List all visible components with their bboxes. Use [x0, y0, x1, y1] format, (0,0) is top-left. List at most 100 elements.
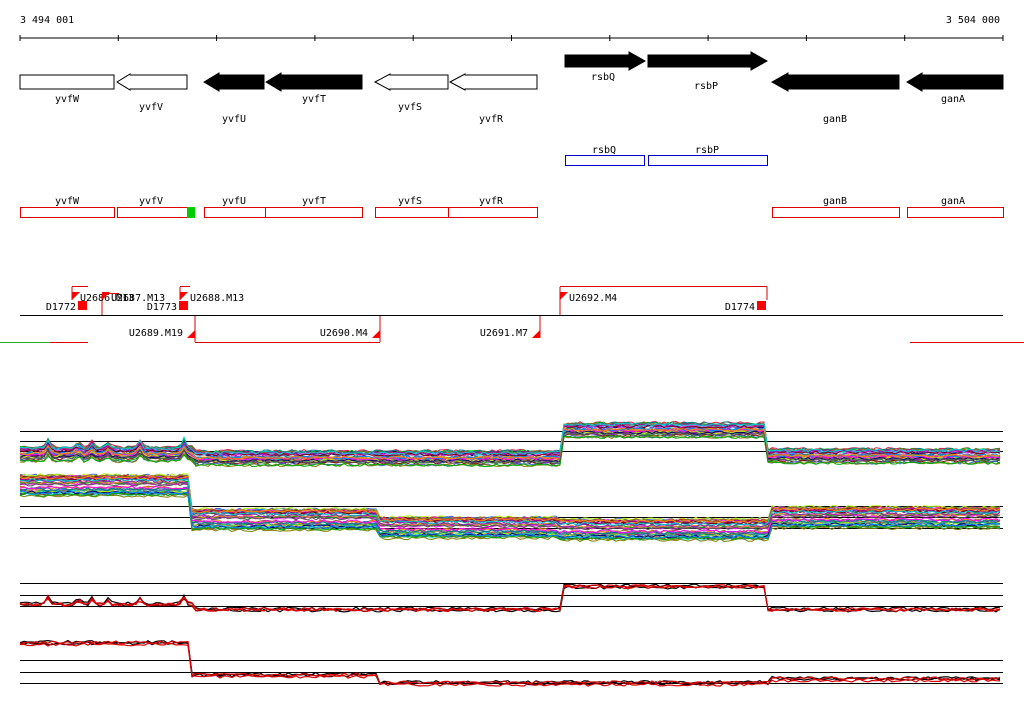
- red-box-ganB[interactable]: ganB: [772, 196, 900, 218]
- gene-yvfV[interactable]: yvfV: [116, 73, 188, 113]
- gene-arrow: [906, 72, 1004, 92]
- tu-marker: [180, 292, 188, 300]
- expression-trace: [19, 427, 1001, 460]
- gene-label: yvfV: [139, 102, 163, 113]
- blue-box-rsbQ[interactable]: rsbQ: [565, 145, 645, 166]
- red-box-label: yvfR: [479, 196, 504, 207]
- gene-arrow: [647, 51, 769, 71]
- tu-label: U2691.M7: [480, 328, 528, 339]
- expression-trace: [19, 639, 1001, 685]
- expression-trace: [19, 477, 1001, 526]
- tu-marker: [179, 301, 188, 310]
- gene-rsbP[interactable]: rsbP: [647, 51, 769, 92]
- gene-yvfT[interactable]: yvfT: [265, 72, 363, 105]
- average-traces: [19, 639, 1001, 687]
- tu-U2690-M4[interactable]: U2690.M4: [320, 328, 380, 339]
- expression-trace: [19, 474, 1001, 523]
- red-box-ganA[interactable]: ganA: [907, 196, 1004, 218]
- expression-trace: [19, 640, 1001, 685]
- ruler-ticks: [19, 35, 1004, 41]
- tu-D1772[interactable]: D1772: [46, 301, 87, 313]
- blue-feature-track: rsbQ rsbP: [565, 145, 768, 166]
- blue-box-rsbP[interactable]: rsbP: [648, 145, 768, 166]
- gene-yvfW[interactable]: yvfW: [19, 74, 115, 105]
- tu-U2689-M19[interactable]: U2689.M19: [129, 328, 195, 339]
- expression-trace: [19, 490, 1001, 539]
- red-box-label: yvfV: [139, 196, 163, 207]
- expression-panel-upper-average: [19, 583, 1003, 613]
- red-box-yvfT[interactable]: yvfT: [265, 196, 363, 218]
- ruler-end-label: 3 504 000: [946, 15, 1000, 26]
- tu-marker: [78, 301, 87, 310]
- tu-label: U2690.M4: [320, 328, 368, 339]
- expression-trace: [19, 584, 1001, 613]
- tu-marker: [560, 292, 568, 300]
- gene-yvfS[interactable]: yvfS: [373, 73, 449, 113]
- gene-label: yvfW: [55, 94, 80, 105]
- red-box-label: ganB: [823, 196, 847, 207]
- red-feature-track: yvfW yvfV yvfU yvfT yvfS yvfR ganB ganA: [20, 196, 1004, 218]
- expression-trace: [19, 431, 1001, 464]
- expression-trace: [19, 475, 1001, 524]
- gene-ganA[interactable]: ganA: [906, 72, 1004, 105]
- gene-arrow: [265, 72, 363, 92]
- expression-trace: [19, 490, 1000, 539]
- tu-marker: [757, 301, 766, 310]
- expression-trace: [19, 472, 1001, 522]
- expression-trace: [19, 482, 1001, 531]
- gene-label: rsbP: [694, 81, 718, 92]
- tu-U2688-M13[interactable]: U2688.M13: [180, 292, 244, 304]
- tu-marker: [187, 330, 195, 338]
- gene-arrow: [19, 74, 115, 90]
- red-box-yvfR[interactable]: yvfR: [448, 196, 538, 218]
- gene-ganB[interactable]: ganB: [770, 72, 900, 125]
- tu-label: D1774: [725, 302, 755, 313]
- tu-label: U2687.M13: [111, 293, 165, 304]
- gene-yvfU[interactable]: yvfU: [203, 72, 265, 125]
- gene-label: yvfR: [479, 114, 504, 125]
- tu-label: U2689.M19: [129, 328, 183, 339]
- tu-label: U2692.M4: [569, 293, 617, 304]
- red-box-label: yvfS: [398, 196, 422, 207]
- expression-traces: [19, 420, 1001, 468]
- tu-U2691-M7[interactable]: U2691.M7: [480, 328, 540, 339]
- tu-U2687-M13[interactable]: U2687.M13: [102, 292, 165, 304]
- gene-arrow: [116, 73, 188, 91]
- red-box-yvfS[interactable]: yvfS: [375, 196, 449, 218]
- tu-label: U2686.M13: [80, 293, 134, 304]
- gene-rsbQ[interactable]: rsbQ: [564, 51, 647, 83]
- expression-trace: [19, 421, 1001, 454]
- red-box-yvfU[interactable]: yvfU: [204, 196, 266, 218]
- coordinate-ruler: 3 494 001 3 504 000: [19, 15, 1004, 41]
- gene-label: rsbQ: [591, 72, 615, 83]
- gene-track: yvfW yvfV yvfU yvfT yvfS yvfR rs: [19, 51, 1004, 125]
- gene-arrow: [203, 72, 265, 92]
- average-traces: [19, 583, 1001, 613]
- ruler-start-label: 3 494 001: [20, 15, 74, 26]
- expression-trace: [19, 434, 1001, 468]
- tu-label: D1772: [46, 302, 76, 313]
- tu-U2692-M4[interactable]: U2692.M4: [560, 292, 617, 304]
- tu-U2686-M13[interactable]: U2686.M13: [72, 292, 134, 304]
- red-box-yvfV[interactable]: yvfV: [117, 196, 196, 218]
- gene-label: yvfU: [222, 114, 246, 125]
- expression-trace: [19, 422, 1001, 455]
- expression-panel-upper-colored: [19, 420, 1003, 468]
- red-box-yvfW[interactable]: yvfW: [20, 196, 115, 218]
- tu-D1773[interactable]: D1773: [147, 301, 188, 313]
- gene-yvfR[interactable]: yvfR: [448, 73, 538, 125]
- tu-marker: [102, 292, 110, 300]
- tu-D1774[interactable]: D1774: [725, 301, 766, 313]
- expression-trace: [19, 432, 1001, 464]
- gene-arrow: [373, 73, 449, 91]
- gene-label: ganA: [941, 94, 965, 105]
- blue-box-label: rsbQ: [592, 145, 616, 156]
- red-box-label: yvfT: [302, 196, 326, 207]
- transcription-unit-track: D1772 U2686.M13 U2687.M13 D1773 U2688.M1…: [0, 286, 1024, 343]
- red-box-label: yvfU: [222, 196, 246, 207]
- red-box-label: ganA: [941, 196, 965, 207]
- gene-arrow: [448, 73, 538, 91]
- gene-arrow: [770, 72, 900, 92]
- tu-marker: [72, 292, 80, 300]
- gene-arrow: [564, 51, 647, 71]
